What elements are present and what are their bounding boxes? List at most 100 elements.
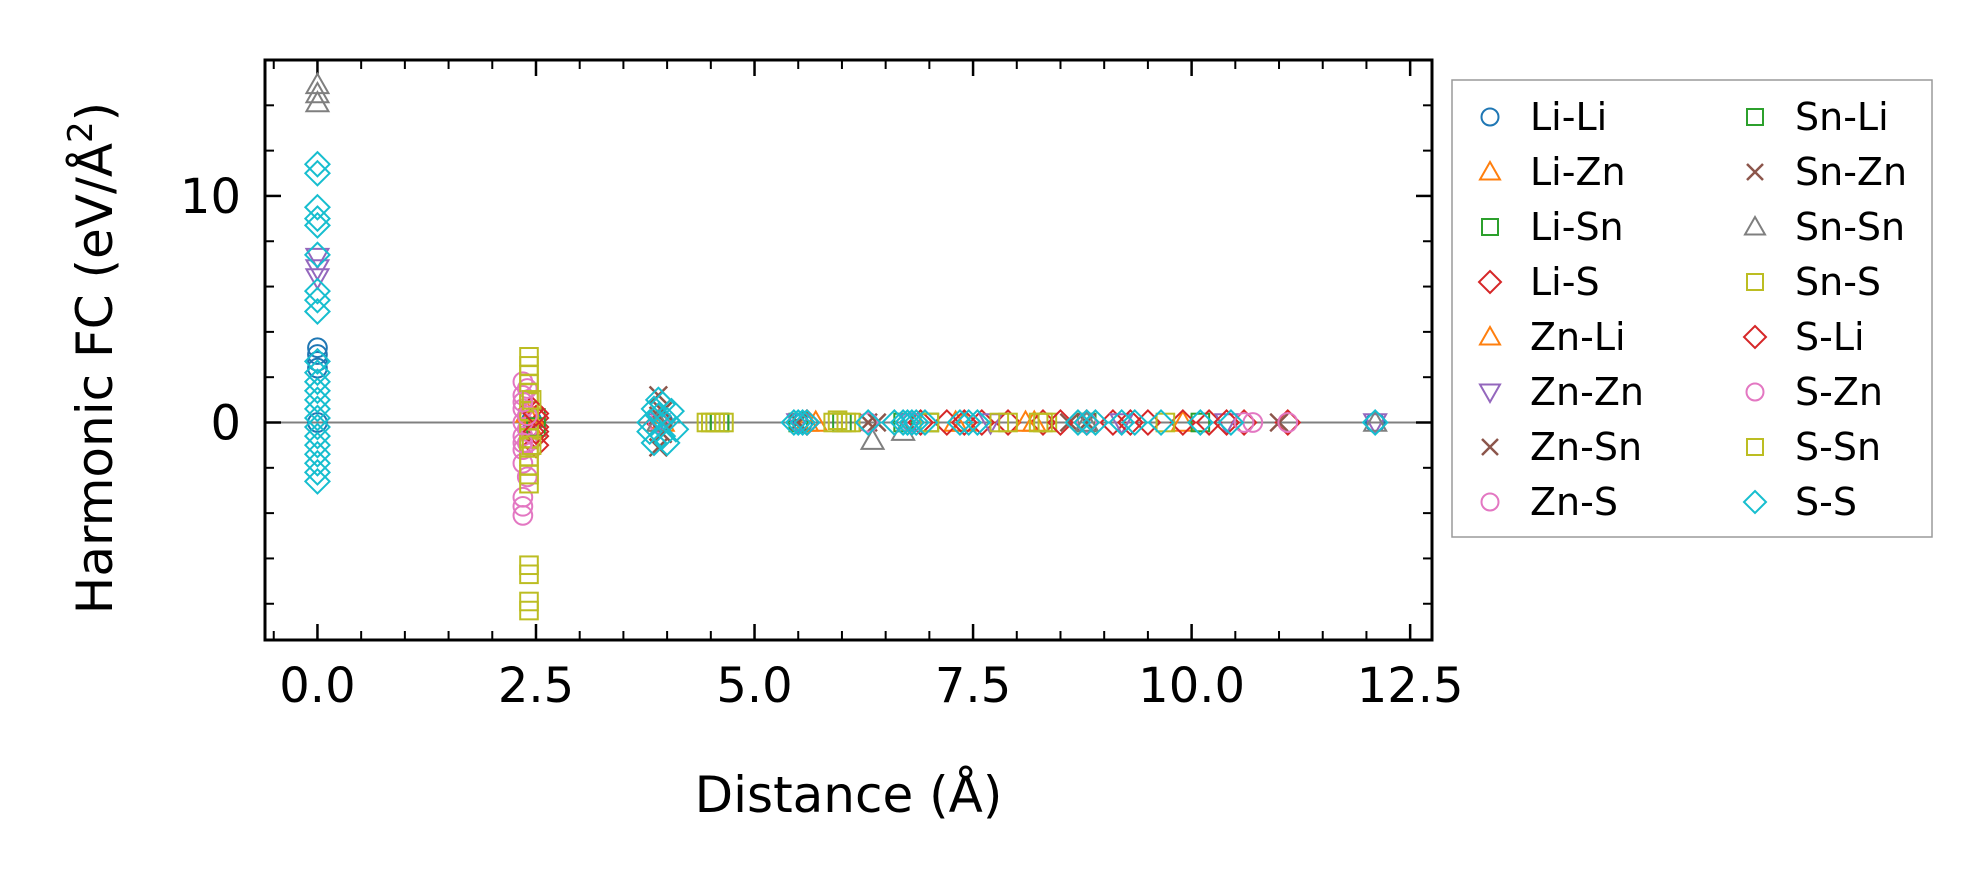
data-point — [1073, 409, 1100, 432]
data-point — [1147, 408, 1175, 437]
legend-marker — [1480, 492, 1500, 512]
data-point — [1362, 413, 1388, 436]
data-point — [304, 268, 331, 291]
legend-item-zn-sn: Zn-Sn — [1481, 425, 1642, 469]
data-point — [303, 458, 331, 486]
data-point — [303, 467, 331, 495]
data-point — [303, 277, 331, 305]
x-tick-label: 12.5 — [1357, 658, 1464, 714]
y-axis-label-main: Harmonic FC (eV/Å — [66, 143, 124, 614]
legend-marker — [1481, 218, 1499, 236]
data-point — [898, 408, 926, 437]
legend-item-s-zn: S-Zn — [1745, 370, 1883, 414]
data-point — [303, 286, 331, 314]
data-point — [516, 405, 538, 427]
data-point — [789, 408, 817, 437]
legend-marker — [1478, 324, 1502, 346]
data-point — [911, 408, 939, 437]
legend-label: Zn-Sn — [1530, 425, 1642, 469]
x-tick-label: 5.0 — [716, 658, 792, 714]
legend-marker — [1745, 382, 1765, 402]
legend-item-sn-li: Sn-Li — [1746, 95, 1889, 139]
legend-marker — [1478, 159, 1502, 181]
data-point — [1186, 408, 1214, 437]
data-point — [640, 429, 668, 457]
legend-label: Sn-Li — [1795, 95, 1889, 139]
data-point — [519, 564, 539, 585]
plot-frame — [263, 58, 1434, 642]
legend-marker — [1746, 438, 1764, 456]
data-point — [303, 347, 331, 375]
legend-marker — [1746, 163, 1764, 181]
data-point — [303, 413, 331, 441]
legend-item-zn-s: Zn-S — [1480, 480, 1618, 524]
plot-area — [263, 58, 1434, 642]
data-point — [304, 247, 331, 271]
legend-label: Sn-Zn — [1795, 150, 1907, 194]
legend-item-li-sn: Li-Sn — [1481, 205, 1624, 249]
data-point — [1233, 412, 1255, 433]
data-point — [516, 378, 538, 399]
legend-item-s-li: S-Li — [1742, 315, 1865, 359]
data-point — [1033, 412, 1053, 433]
data-point — [840, 412, 861, 433]
legend-item-sn-zn: Sn-Zn — [1746, 150, 1907, 194]
data-point — [1217, 408, 1245, 437]
legend-label: Li-S — [1530, 260, 1600, 304]
x-tick-label: 2.5 — [498, 658, 574, 714]
data-point — [955, 408, 983, 437]
data-point — [1190, 412, 1211, 433]
data-point — [963, 408, 991, 437]
data-point — [307, 337, 328, 359]
data-point — [303, 422, 331, 450]
data-point — [303, 241, 331, 269]
data-point — [1108, 413, 1135, 436]
y-tick-label: 0 — [210, 396, 241, 452]
legend-marker — [1746, 108, 1764, 126]
legend-label: S-Zn — [1795, 370, 1883, 414]
legend-label: Sn-S — [1795, 260, 1881, 304]
legend-marker — [1481, 438, 1499, 456]
data-point — [303, 368, 331, 396]
data-point — [307, 344, 328, 365]
data-point — [303, 395, 331, 423]
series-sn-sn — [304, 71, 1388, 450]
data-point — [1361, 408, 1389, 437]
data-point — [303, 359, 331, 387]
data-point — [1116, 408, 1144, 437]
legend-marker — [1743, 214, 1767, 236]
legend-label: Zn-S — [1530, 480, 1618, 524]
x-tick-label: 7.5 — [935, 658, 1011, 714]
data-point — [303, 386, 331, 414]
data-point — [784, 408, 812, 437]
data-point — [1121, 408, 1149, 437]
data-point — [522, 418, 550, 446]
axis-ticks: 0.0 2.5 5.0 7.5 10.0 12.5 0 10 — [180, 59, 1464, 714]
data-point — [521, 435, 542, 455]
data-point — [1081, 408, 1109, 437]
legend-item-li-zn: Li-Zn — [1478, 150, 1626, 194]
legend-marker — [1478, 383, 1502, 405]
data-point — [998, 412, 1018, 433]
y-axis-label-superscript: 2 — [61, 121, 101, 143]
data-point — [303, 211, 331, 239]
data-point — [303, 404, 331, 432]
data-point — [303, 150, 331, 178]
data-point — [303, 377, 331, 405]
legend-item-sn-s: Sn-S — [1746, 260, 1881, 304]
series-zn-zn — [304, 247, 1388, 436]
x-tick-label: 0.0 — [279, 658, 355, 714]
series-zn-s — [512, 371, 1299, 526]
legend-item-zn-li: Zn-Li — [1478, 315, 1626, 359]
data-point — [303, 440, 331, 468]
legend-marker — [1477, 269, 1503, 295]
x-tick-label: 10.0 — [1138, 658, 1245, 714]
data-point — [303, 159, 331, 187]
legend-label: Li-Li — [1530, 95, 1607, 139]
series-s-s — [303, 150, 1389, 495]
data-point — [1362, 409, 1388, 432]
data-point — [304, 90, 331, 113]
data-point — [1277, 412, 1299, 433]
legend: Li-Li Li-Zn Li-Sn Li-S Zn-Li Zn-Zn Zn-Sn Zn-S Sn… — [1451, 79, 1933, 538]
